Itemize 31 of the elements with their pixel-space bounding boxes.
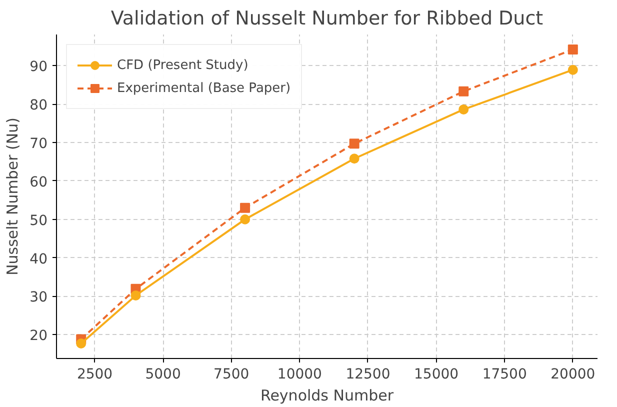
x-tick-label: 17500 <box>482 366 527 382</box>
point <box>349 154 360 164</box>
y-tick-label: 80 <box>30 98 48 114</box>
y-tick-label: 30 <box>30 290 48 306</box>
y-tick-label: 90 <box>30 59 48 76</box>
x-tick-label: 10000 <box>277 366 322 382</box>
x-tick-label: 7500 <box>214 366 250 382</box>
x-tick-label: 5000 <box>145 366 181 382</box>
chart-title: Validation of Nusselt Number for Ribbed Duct <box>110 8 544 30</box>
y-tick-label: 60 <box>30 174 48 190</box>
y-axis-title: Nusselt Number (Nu) <box>4 118 22 276</box>
x-axis-title: Reynolds Number <box>260 386 394 404</box>
x-tick-label: 12500 <box>346 366 390 382</box>
x-tick-label: 2500 <box>76 366 113 382</box>
point <box>458 104 469 114</box>
point <box>568 64 578 75</box>
y-tick-label: 40 <box>30 251 48 268</box>
point <box>130 290 141 300</box>
point <box>240 214 250 224</box>
legend-label: Experimental (Base Paper) <box>117 80 291 96</box>
point <box>568 44 578 54</box>
legend-label: CFD (Present Study) <box>117 58 248 72</box>
x-tick-label: 20000 <box>550 366 596 382</box>
y-tick-label: 70 <box>30 136 48 152</box>
y-tick-label: 50 <box>30 212 48 229</box>
point <box>240 202 250 213</box>
point <box>349 138 360 149</box>
point <box>458 86 469 96</box>
x-tick-label: 15000 <box>414 366 459 382</box>
y-tick-label: 20 <box>30 328 48 344</box>
point <box>76 338 86 348</box>
